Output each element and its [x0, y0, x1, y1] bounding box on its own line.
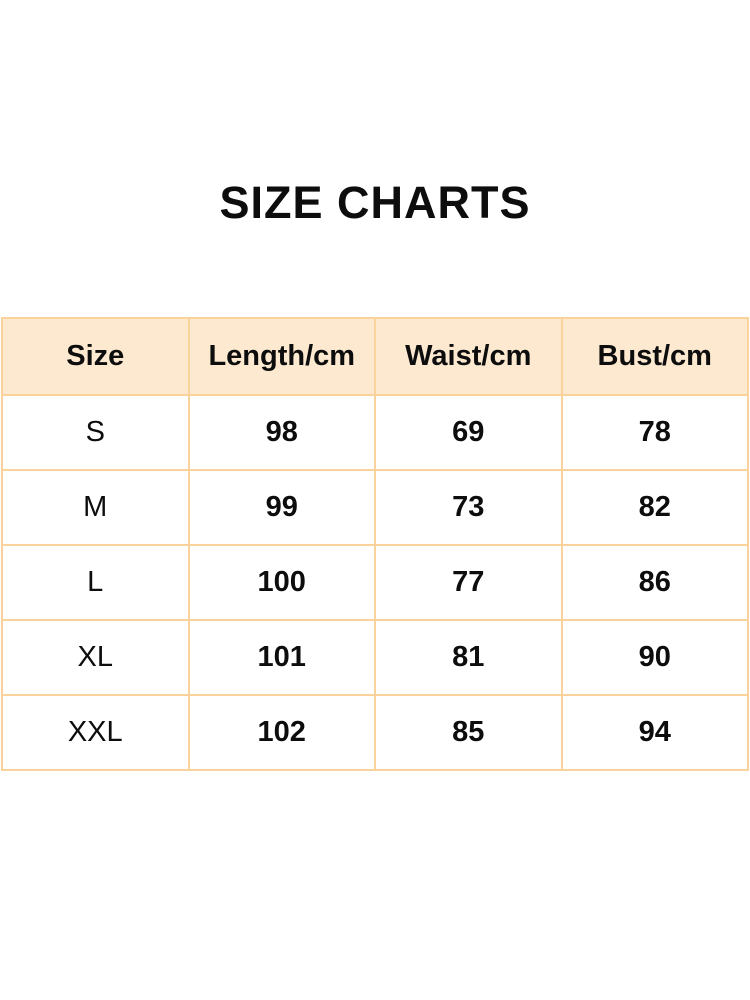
- waist-cell: 69: [374, 394, 563, 471]
- table-row-xxl: XXL 102 85 94: [1, 694, 749, 771]
- bust-cell: 86: [560, 544, 749, 621]
- column-header-waist: Waist/cm: [374, 317, 563, 396]
- waist-cell: 73: [374, 469, 563, 546]
- length-cell: 100: [187, 544, 376, 621]
- waist-cell: 81: [374, 619, 563, 696]
- column-header-size: Size: [1, 317, 190, 396]
- bust-cell: 82: [560, 469, 749, 546]
- size-cell: XXL: [1, 694, 190, 771]
- waist-cell: 85: [374, 694, 563, 771]
- table-row-s: S 98 69 78: [1, 394, 749, 471]
- length-cell: 101: [187, 619, 376, 696]
- table-header-row: Size Length/cm Waist/cm Bust/cm: [1, 317, 749, 396]
- bust-cell: 90: [560, 619, 749, 696]
- table-row-m: M 99 73 82: [1, 469, 749, 546]
- table-row-l: L 100 77 86: [1, 544, 749, 621]
- length-cell: 102: [187, 694, 376, 771]
- page-title: SIZE CHARTS: [219, 177, 531, 228]
- length-cell: 98: [187, 394, 376, 471]
- size-cell: M: [1, 469, 190, 546]
- column-header-length: Length/cm: [187, 317, 376, 396]
- size-cell: L: [1, 544, 190, 621]
- bust-cell: 94: [560, 694, 749, 771]
- table-row-xl: XL 101 81 90: [1, 619, 749, 696]
- size-cell: S: [1, 394, 190, 471]
- length-cell: 99: [187, 469, 376, 546]
- size-chart-table: Size Length/cm Waist/cm Bust/cm S 98 69 …: [1, 317, 749, 771]
- bust-cell: 78: [560, 394, 749, 471]
- size-cell: XL: [1, 619, 190, 696]
- waist-cell: 77: [374, 544, 563, 621]
- column-header-bust: Bust/cm: [560, 317, 749, 396]
